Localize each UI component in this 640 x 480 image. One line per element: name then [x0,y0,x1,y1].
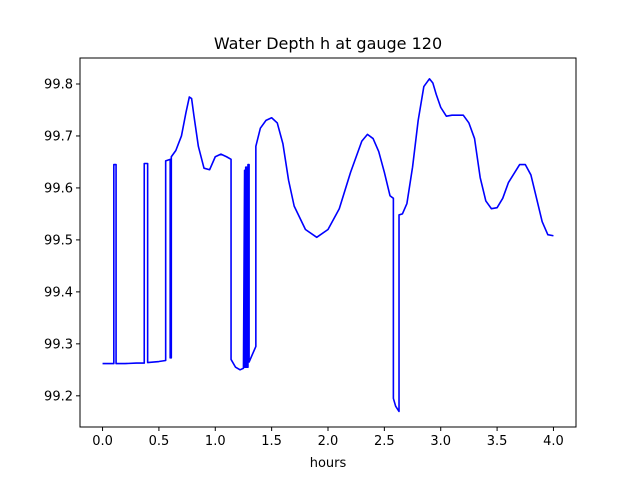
x-tick-label: 1.5 [261,434,282,449]
y-tick-label: 99.8 [44,77,73,92]
y-tick-label: 99.2 [44,389,73,404]
axes-frame [79,57,577,428]
y-tick-label: 99.7 [44,129,73,144]
x-tick-label: 0.5 [149,434,170,449]
series-layer [102,77,554,413]
x-tick-label: 4.0 [543,434,564,449]
y-tick-label: 99.6 [44,181,73,196]
x-tick-label: 2.0 [318,434,339,449]
x-tick-label: 3.0 [430,434,451,449]
x-axis: 0.0 0.5 1.0 1.5 2.0 2.5 3.0 3.5 4.0 [92,427,564,449]
chart-title: Water Depth h at gauge 120 [214,34,442,53]
y-tick-label: 99.5 [44,233,73,248]
plot-area [79,57,577,428]
x-tick-label: 0.0 [92,434,113,449]
x-tick-label: 3.5 [487,434,508,449]
y-axis: 99.2 99.3 99.4 99.5 99.6 99.7 99.8 [44,77,80,404]
y-tick-label: 99.3 [44,337,73,352]
x-axis-label: hours [310,456,347,471]
x-tick-label: 1.0 [205,434,226,449]
y-tick-label: 99.4 [44,285,73,300]
x-tick-label: 2.5 [374,434,395,449]
series-line-0 [102,77,554,413]
